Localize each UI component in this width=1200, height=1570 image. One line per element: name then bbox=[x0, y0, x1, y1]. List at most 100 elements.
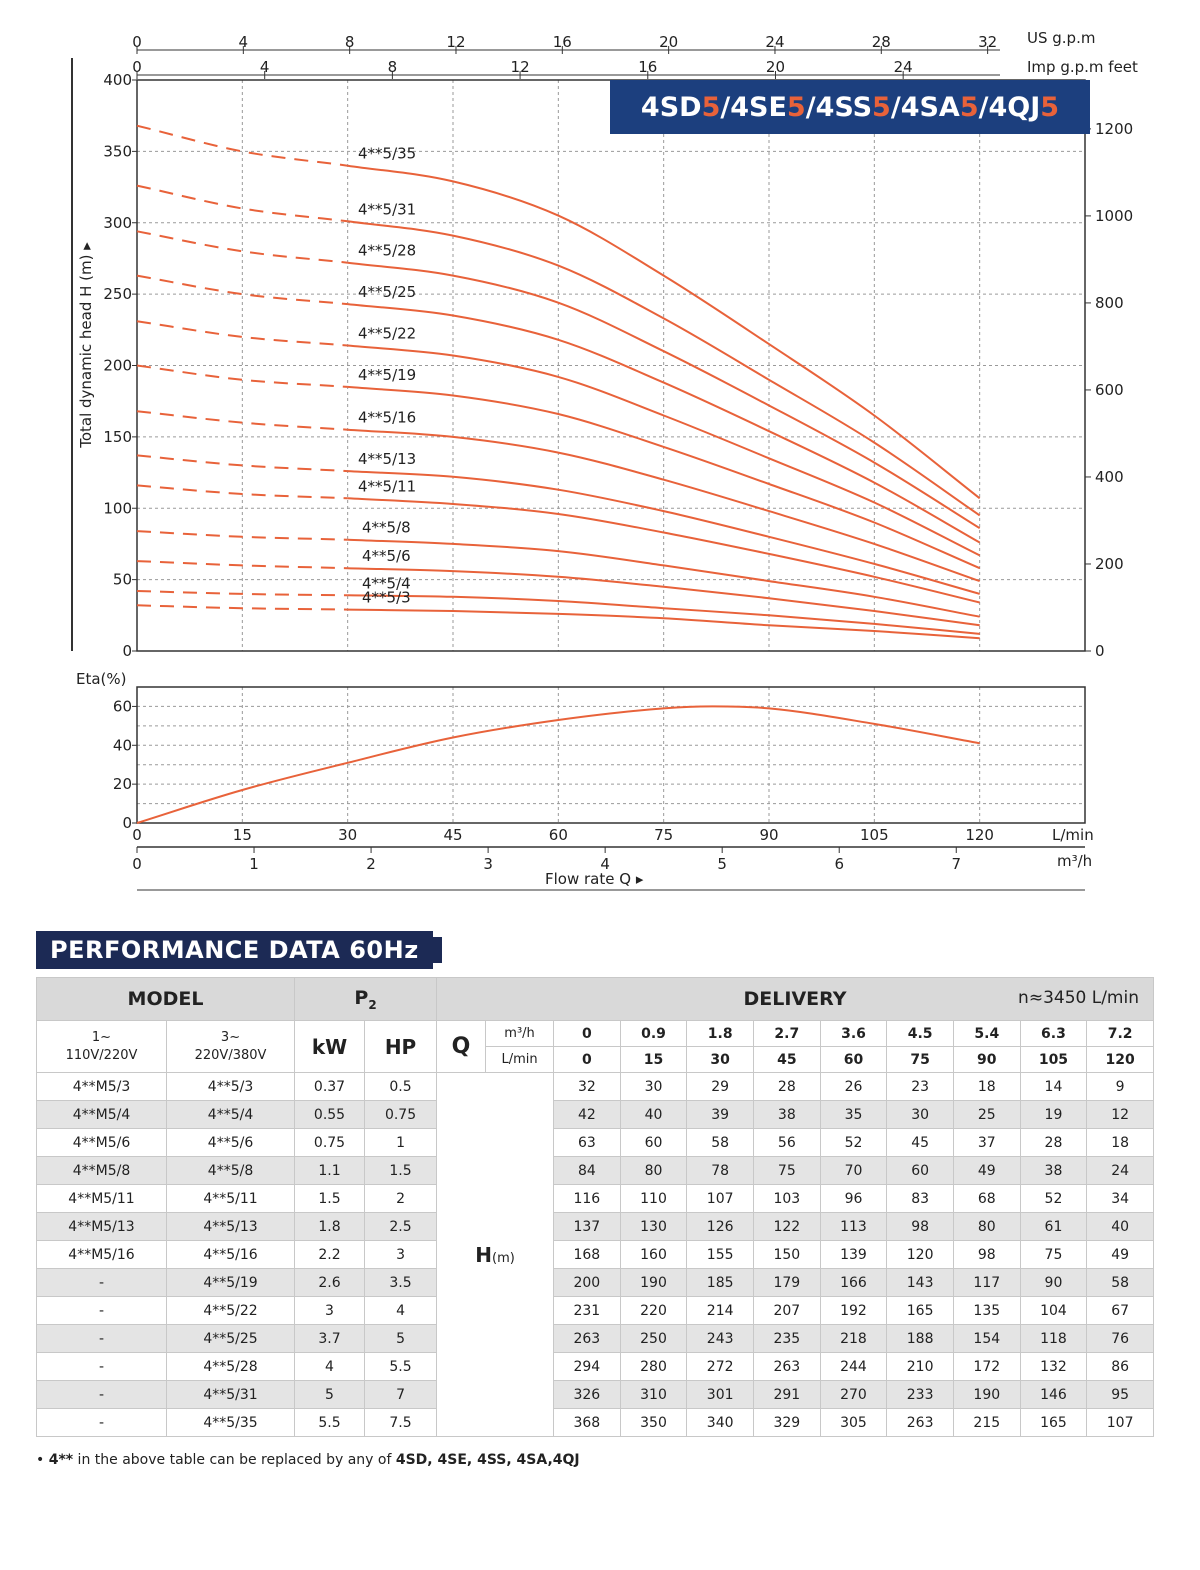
head-value-cell: 63 bbox=[553, 1128, 621, 1157]
series-label: 4**5/8 bbox=[362, 519, 411, 537]
footnote-middle: in the above table can be replaced by an… bbox=[73, 1452, 396, 1468]
head-value-cell: 68 bbox=[952, 1184, 1021, 1213]
head-value-cell: 38 bbox=[1019, 1156, 1088, 1185]
head-value-cell: 143 bbox=[886, 1268, 954, 1297]
phase1-header: 1~ 110V/220V bbox=[36, 1020, 167, 1073]
head-value-cell: 244 bbox=[819, 1352, 888, 1381]
x-axis-title: Flow rate Q ▸ bbox=[545, 870, 644, 888]
us-tick-label: 16 bbox=[553, 33, 572, 51]
head-value-cell: 76 bbox=[1086, 1324, 1154, 1353]
head-value-cell: 40 bbox=[1086, 1212, 1154, 1241]
q-header: Q bbox=[436, 1020, 487, 1073]
title-accent: 5 bbox=[872, 92, 891, 123]
single-phase-model-cell: 4**M5/8 bbox=[36, 1156, 167, 1185]
head-value-cell: 42 bbox=[553, 1100, 621, 1129]
head-value-cell: 263 bbox=[886, 1408, 954, 1437]
head-value-cell: 305 bbox=[819, 1408, 888, 1437]
head-value-cell: 98 bbox=[952, 1240, 1021, 1269]
head-value-cell: 263 bbox=[753, 1352, 821, 1381]
head-value-cell: 280 bbox=[619, 1352, 688, 1381]
kw-cell: 2.6 bbox=[294, 1268, 366, 1297]
three-phase-model-cell: 4**5/22 bbox=[165, 1296, 296, 1325]
eta-frame bbox=[136, 686, 1086, 824]
flow-lmin-cell: 60 bbox=[819, 1046, 888, 1073]
series-label: 4**5/4 bbox=[362, 574, 411, 592]
head-value-cell: 235 bbox=[753, 1324, 821, 1353]
head-value-cell: 139 bbox=[819, 1240, 888, 1269]
hp-cell: 3.5 bbox=[364, 1268, 438, 1297]
single-phase-model-cell: 4**M5/16 bbox=[36, 1240, 167, 1269]
three-phase-model-cell: 4**5/3 bbox=[165, 1072, 296, 1101]
curve-4**5/11 bbox=[347, 497, 980, 604]
head-value-cell: 135 bbox=[952, 1296, 1021, 1325]
head-value-cell: 95 bbox=[1086, 1380, 1154, 1409]
head-value-cell: 118 bbox=[1019, 1324, 1088, 1353]
head-value-cell: 132 bbox=[1019, 1352, 1088, 1381]
x-lmin-tick-label: 75 bbox=[654, 826, 673, 844]
lmin-unit: L/min bbox=[485, 1046, 555, 1073]
kw-cell: 5 bbox=[294, 1380, 366, 1409]
head-value-cell: 185 bbox=[686, 1268, 754, 1297]
head-value-cell: 113 bbox=[819, 1212, 888, 1241]
table-row: -4**5/31 5 7 326 310 301 291 270 233 190 146 95 bbox=[36, 1380, 1154, 1409]
single-phase-model-cell: - bbox=[36, 1380, 167, 1409]
series-label: 4**5/6 bbox=[362, 547, 411, 565]
head-value-cell: 340 bbox=[686, 1408, 754, 1437]
kw-cell: 0.75 bbox=[294, 1128, 366, 1157]
x-lmin-tick-label: 45 bbox=[443, 826, 462, 844]
speed-label: n≈3450 L/min bbox=[1018, 988, 1139, 1008]
head-value-cell: 90 bbox=[1019, 1268, 1088, 1297]
single-phase-model-cell: - bbox=[36, 1324, 167, 1353]
phase3-header: 3~ 220V/380V bbox=[165, 1020, 296, 1073]
head-value-cell: 80 bbox=[952, 1212, 1021, 1241]
head-value-cell: 214 bbox=[686, 1296, 754, 1325]
title-text: /4SA bbox=[891, 92, 960, 123]
head-value-cell: 32 bbox=[553, 1072, 621, 1101]
flow-m3h-cell: 1.8 bbox=[686, 1020, 754, 1047]
curve-dashed-4**5/22 bbox=[136, 320, 348, 347]
performance-table: MODEL P2 DELIVERY n≈3450 L/min 1~ 110V/22… bbox=[35, 977, 1154, 1437]
chart-title: 4SD5/4SE5/4SS5/4SA5/4QJ5 bbox=[641, 92, 1059, 123]
title-accent: 5 bbox=[960, 92, 979, 123]
head-value-cell: 52 bbox=[1019, 1184, 1088, 1213]
us-tick-label: 28 bbox=[872, 33, 891, 51]
head-value-cell: 52 bbox=[819, 1128, 888, 1157]
delivery-label: DELIVERY bbox=[743, 988, 847, 1010]
table-row: -4**5/35 5.5 7.5 368 350 340 329 305 263 215 165 10… bbox=[36, 1408, 1154, 1437]
y2-tick-label: 800 bbox=[1095, 294, 1124, 312]
table-row: 4**M5/6 4**5/6 0.75 1 63 60 58 56 52 45 37 28 18 bbox=[36, 1128, 1154, 1157]
us-tick-label: 0 bbox=[132, 33, 142, 51]
head-value-cell: 179 bbox=[753, 1268, 821, 1297]
curve-dashed-4**5/31 bbox=[136, 184, 348, 223]
head-value-cell: 301 bbox=[686, 1380, 754, 1409]
curve-4**5/25 bbox=[347, 303, 981, 544]
flow-m3h-cell: 7.2 bbox=[1086, 1020, 1154, 1047]
head-value-cell: 122 bbox=[753, 1212, 821, 1241]
x-lmin-tick-label: 120 bbox=[965, 826, 994, 844]
head-value-cell: 116 bbox=[553, 1184, 621, 1213]
x-m3h-tick-label: 4 bbox=[600, 855, 610, 873]
three-phase-model-cell: 4**5/4 bbox=[165, 1100, 296, 1129]
curve-4**5/35 bbox=[347, 164, 981, 500]
head-value-cell: 98 bbox=[886, 1212, 954, 1241]
imp-tick-label: 12 bbox=[511, 58, 530, 76]
flow-lmin-cell: 120 bbox=[1086, 1046, 1154, 1073]
hp-cell: 7 bbox=[364, 1380, 438, 1409]
single-phase-model-cell: 4**M5/4 bbox=[36, 1100, 167, 1129]
head-value-cell: 39 bbox=[686, 1100, 754, 1129]
head-value-cell: 107 bbox=[686, 1184, 754, 1213]
footnote: • 4** in the above table can be replaced… bbox=[36, 1452, 580, 1468]
x-lmin-tick-label: 105 bbox=[860, 826, 889, 844]
table-row: 4**M5/3 4**5/3 0.37 0.5 H(m) 32 30 29 28 26 23 18 14… bbox=[36, 1072, 1154, 1437]
series-label: 4**5/25 bbox=[358, 283, 416, 301]
single-phase-model-cell: - bbox=[36, 1408, 167, 1437]
flow-m3h-cell: 5.4 bbox=[952, 1020, 1021, 1047]
imp-axis-label: Imp g.p.m feet bbox=[1027, 58, 1138, 76]
eta-y-tick-label: 40 bbox=[113, 736, 132, 754]
head-value-cell: 67 bbox=[1086, 1296, 1154, 1325]
three-phase-model-cell: 4**5/28 bbox=[165, 1352, 296, 1381]
table-row: -4**5/25 3.7 5 263 250 243 235 218 188 154 118 76 bbox=[36, 1324, 1154, 1353]
table-row: -4**5/22 3 4 231 220 214 207 192 165 135 104 67 bbox=[36, 1296, 1154, 1325]
y-tick-label: 300 bbox=[103, 214, 132, 232]
